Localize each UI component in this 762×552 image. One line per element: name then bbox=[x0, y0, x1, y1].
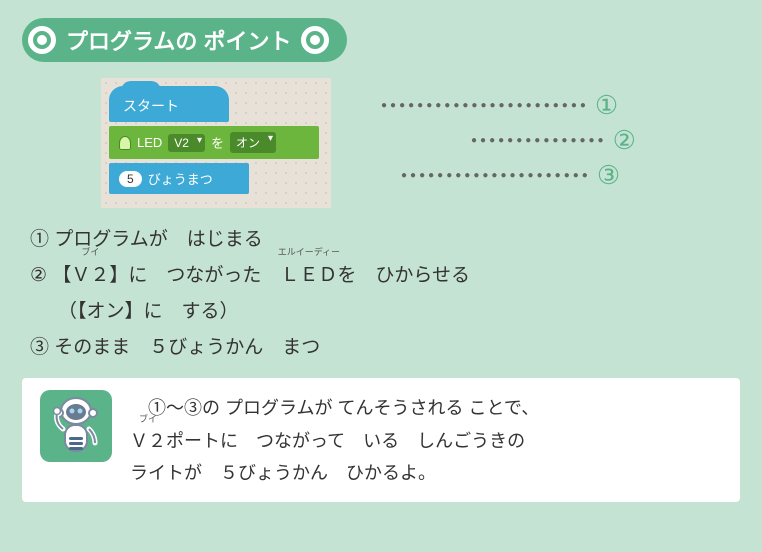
start-label: スタート bbox=[123, 98, 179, 114]
block-stack: スタート LED V2 を オン 5 びょうまつ bbox=[101, 78, 331, 208]
text-3: そのまま ５びょうかん まつ bbox=[54, 337, 320, 358]
v2-ruby: ブイＶ２ bbox=[71, 258, 109, 294]
wait-block: 5 びょうまつ bbox=[109, 163, 249, 194]
explain-line-1: ① プログラムが はじまる bbox=[30, 222, 740, 258]
annotation-3: ●●●●●●●●●●●●●●●●●●●●● ③ bbox=[401, 160, 620, 191]
leader-dots: ●●●●●●●●●●●●●●● bbox=[471, 135, 607, 146]
num-3: ③ bbox=[30, 337, 49, 358]
start-block: スタート bbox=[109, 86, 229, 122]
explanation-list: ① プログラムが はじまる ② 【ブイＶ２】に つながった エルイーディーＬＥＤ… bbox=[30, 222, 740, 366]
text-2c: を ひからせる bbox=[337, 265, 470, 286]
title-text: プログラムの ポイント bbox=[66, 24, 291, 56]
led-block: LED V2 を オン bbox=[109, 126, 319, 159]
led-ruby: エルイーディーＬＥＤ bbox=[280, 258, 337, 294]
title-bar: プログラムの ポイント bbox=[22, 18, 740, 62]
circle-num-3: ③ bbox=[597, 160, 620, 191]
circle-num-2: ② bbox=[613, 125, 636, 156]
note-box: ①〜③の プログラムが てんそうされる ことで、 ブイＶ２ポートに つながって … bbox=[22, 378, 740, 501]
explain-line-3: ③ そのまま ５びょうかん まつ bbox=[30, 330, 740, 366]
bulb-icon bbox=[119, 136, 131, 150]
note-v2-ruby: ブイＶ２ bbox=[130, 425, 166, 457]
robot-icon bbox=[40, 390, 112, 462]
explain-line-2b: （【オン】に する） bbox=[30, 294, 740, 330]
ring-icon-left bbox=[28, 26, 56, 54]
title-pill: プログラムの ポイント bbox=[22, 18, 347, 62]
led-mid: を bbox=[211, 133, 224, 152]
num-2: ② bbox=[30, 265, 47, 286]
note-line-2: ブイＶ２ポートに つながって いる しんごうきの bbox=[130, 425, 539, 457]
text-2d: （【オン】に する） bbox=[58, 301, 239, 322]
wait-label: びょうまつ bbox=[148, 169, 213, 188]
led-label: LED bbox=[137, 135, 162, 150]
block-diagram: スタート LED V2 を オン 5 びょうまつ ●●●●●●●●●●●●●●●… bbox=[22, 78, 740, 208]
note-text: ①〜③の プログラムが てんそうされる ことで、 ブイＶ２ポートに つながって … bbox=[130, 390, 539, 489]
bracket-open: 【 bbox=[52, 265, 71, 286]
explain-line-2: ② 【ブイＶ２】に つながった エルイーディーＬＥＤを ひからせる bbox=[30, 258, 740, 294]
led-state-dropdown[interactable]: オン bbox=[230, 132, 276, 153]
leader-dots: ●●●●●●●●●●●●●●●●●●●●● bbox=[401, 170, 591, 181]
ring-icon-right bbox=[301, 26, 329, 54]
note-line-3: ライトが ５びょうかん ひかるよ。 bbox=[130, 457, 539, 489]
wait-number[interactable]: 5 bbox=[119, 171, 142, 187]
annotation-2: ●●●●●●●●●●●●●●● ② bbox=[471, 125, 636, 156]
note-line-1: ①〜③の プログラムが てんそうされる ことで、 bbox=[130, 392, 539, 424]
annotation-1: ●●●●●●●●●●●●●●●●●●●●●●● ① bbox=[381, 90, 618, 121]
num-1: ① bbox=[30, 229, 49, 250]
led-port-dropdown[interactable]: V2 bbox=[168, 134, 205, 152]
leader-dots: ●●●●●●●●●●●●●●●●●●●●●●● bbox=[381, 100, 589, 111]
circle-num-1: ① bbox=[595, 90, 618, 121]
text-2b: 】に つながった bbox=[109, 265, 280, 286]
